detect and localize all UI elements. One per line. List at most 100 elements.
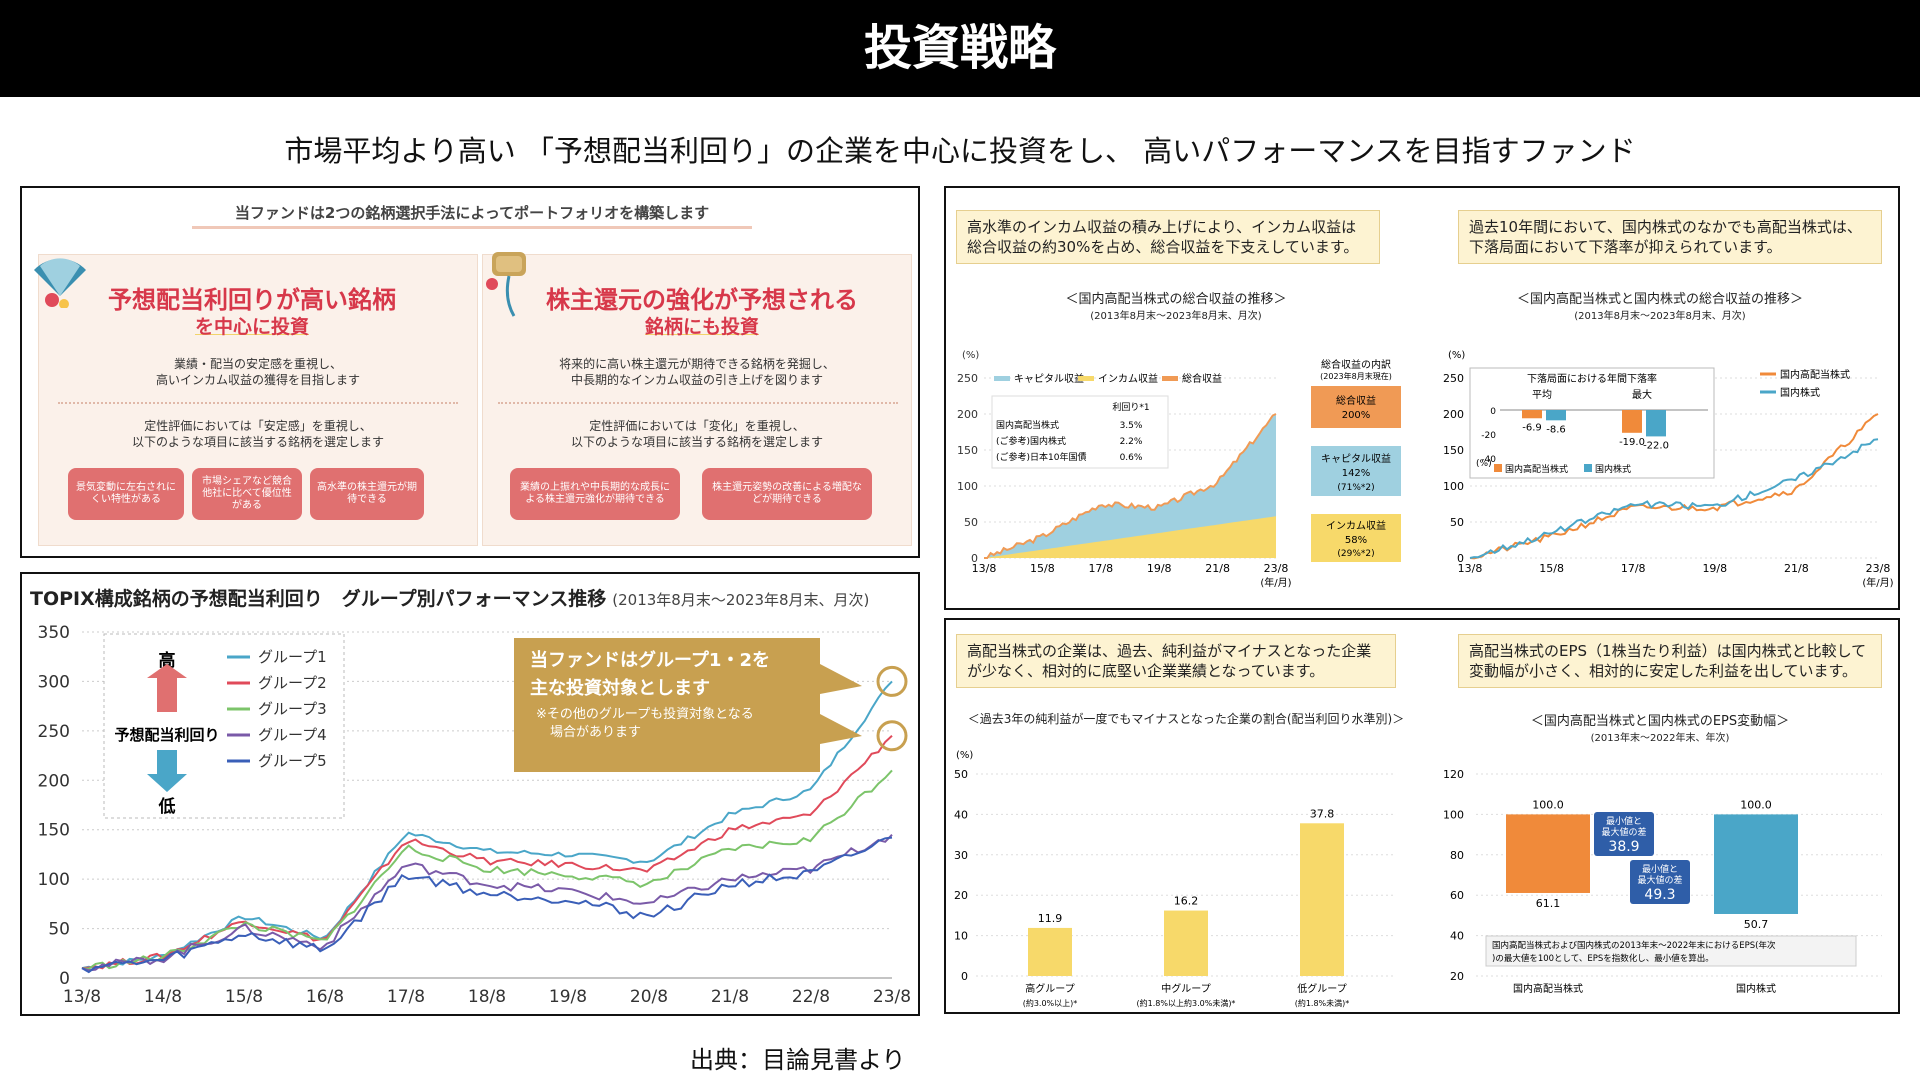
breakdown-total-box — [1311, 386, 1401, 428]
x-tick-label: 22/8 — [792, 987, 830, 1007]
x-tick-label: 16/8 — [306, 987, 344, 1007]
inset-legend-label: 国内高配当株式 — [1505, 463, 1568, 475]
y-tick-label: 100 — [1443, 808, 1464, 821]
x-tick-label: 23/8 — [1866, 562, 1891, 575]
breakdown-total-label: 総合収益 — [1336, 394, 1376, 407]
left-pill-2: 市場シェアなど競合他社に比べて優位性がある — [192, 468, 302, 520]
inset-bar-label: -8.6 — [1546, 424, 1566, 435]
y-tick-label: 40 — [1450, 930, 1464, 943]
inset-bar — [1646, 410, 1666, 437]
y-tick-label: 300 — [38, 672, 70, 692]
y-tick-label: 100 — [38, 870, 70, 890]
topix-chart: 0 50 100 150 200 250 300 350 13/8 14/8 15/8 16/8 17/… — [38, 623, 912, 1007]
legend-high-label: 高 — [159, 650, 176, 671]
caption-net-loss: 高配当株式の企業は、過去、純利益がマイナスとなった企業が少なく、相対的に底堅い企… — [956, 634, 1396, 688]
caption-eps: 高配当株式のEPS（1株当たり利益）は国内株式と比較して変動幅が小さく、相対的に… — [1458, 634, 1882, 688]
y-tick-label: 120 — [1443, 768, 1464, 781]
y-tick-label: 250 — [957, 372, 978, 385]
legend-series-label: グループ5 — [258, 752, 327, 770]
legend-series-label: グループ1 — [258, 648, 327, 666]
breakdown-capital-box — [1311, 446, 1401, 496]
y-tick-label: 50 — [954, 768, 968, 781]
diff-callout-line1: 最小値と — [1606, 815, 1642, 827]
right-pill-2: 株主還元姿勢の改善による増配などが期待できる — [702, 468, 872, 520]
x-unit: (年/月) — [1260, 576, 1291, 589]
page-title: 投資戦略 — [863, 20, 1056, 76]
bar — [1028, 927, 1072, 976]
right-divider — [498, 402, 898, 404]
x-category-sub: (約3.0%以上)* — [1023, 998, 1078, 1008]
y-tick-label: 20 — [1450, 970, 1464, 983]
yield-table-name: (ご参考)日本10年国債 — [996, 451, 1086, 463]
chart-eps-subtitle: (2013年末〜2022年末、年次) — [1590, 733, 1730, 744]
x-tick-label: 23/8 — [873, 987, 911, 1007]
bar-label: 37.8 — [1310, 807, 1335, 820]
x-category-label: 高グループ — [1025, 982, 1074, 995]
inset-bar-label: -22.0 — [1643, 440, 1669, 451]
inset-avg-label: 平均 — [1532, 389, 1552, 401]
x-tick-label: 19/8 — [1147, 562, 1172, 575]
x-tick-label: 13/8 — [972, 562, 997, 575]
breakdown-capital-label: キャピタル収益 — [1321, 452, 1391, 465]
x-tick-label: 17/8 — [1621, 562, 1646, 575]
topix-title-text: TOPIX構成銘柄の予想配当利回り グループ別パフォーマンス推移 — [30, 588, 607, 610]
callout-line-2: 主な投資対象とします — [530, 677, 710, 699]
bar-label: 16.2 — [1174, 895, 1199, 908]
stability-panel: 高配当株式の企業は、過去、純利益がマイナスとなった企業が少なく、相対的に底堅い企… — [944, 618, 1900, 1014]
inset-unit: (%) — [1476, 459, 1492, 469]
income-area — [984, 516, 1276, 558]
legend-low-label: 低 — [158, 796, 176, 817]
breakdown-income-box — [1311, 514, 1401, 562]
diff-callout-value: 38.9 — [1608, 839, 1639, 855]
left-title-2: を中心に投資 — [194, 316, 309, 338]
callout-note-1: ※その他のグループも投資対象となる — [536, 706, 754, 722]
diff-callout-box — [1630, 860, 1690, 904]
topix-subtitle-text: (2013年8月末〜2023年8月末、月次) — [612, 591, 870, 609]
caption-total-return: 高水準のインカム収益の積み上げにより、インカム収益は総合収益の約30%を占め、総… — [956, 210, 1380, 264]
eps-note-line2: )の最大値を100として、EPSを指数化し、最小値を算出。 — [1492, 953, 1714, 964]
mallet-icon — [484, 244, 544, 324]
inset-tick: -40 — [1481, 455, 1496, 465]
x-tick-label: 19/8 — [1702, 562, 1727, 575]
eps-range-bar — [1506, 814, 1590, 893]
y-tick-label: 30 — [954, 849, 968, 862]
bar — [1164, 910, 1208, 976]
yield-table-box — [991, 395, 1169, 469]
y-tick-label: 50 — [1450, 516, 1464, 529]
inset-legend-swatch — [1584, 464, 1592, 472]
legend-series-label: グループ3 — [258, 700, 327, 718]
breakdown-capital-value: 142% — [1342, 468, 1371, 479]
y-tick-label: 10 — [954, 930, 968, 943]
right-eval-1: 定性評価においては「変化」を重視し、 — [589, 419, 805, 433]
left-title-1: 予想配当利回りが高い銘柄 — [108, 286, 396, 314]
x-tick-label: 19/8 — [549, 987, 587, 1007]
chart-eps-title-text: ＜国内高配当株式と国内株式のEPS変動幅＞ — [1530, 714, 1790, 729]
legend-label: 国内株式 — [1780, 386, 1820, 399]
y-tick-label: 50 — [964, 516, 978, 529]
y-tick-label: 60 — [1450, 889, 1464, 902]
y-tick-label: 150 — [38, 821, 70, 841]
returns-panel: 高水準のインカム収益の積み上げにより、インカム収益は総合収益の約30%を占め、総… — [944, 186, 1900, 610]
legend-box — [103, 633, 345, 819]
callout-pointer-2 — [820, 714, 862, 744]
inset-box — [1469, 367, 1715, 479]
inset-bar — [1546, 410, 1566, 421]
capital-area — [984, 414, 1276, 558]
caption-drawdown: 過去10年間において、国内株式のなかでも高配当株式は、下落局面において下落率が抑… — [1458, 210, 1882, 264]
y-tick-label: 0 — [971, 552, 978, 565]
inset-max-label: 最大 — [1632, 388, 1652, 401]
y-unit: (%) — [1448, 350, 1465, 361]
legend-axis-label: 予想配当利回り — [114, 726, 219, 744]
legend-series-label: グループ2 — [258, 674, 327, 692]
x-tick-label: 17/8 — [1088, 562, 1113, 575]
left-divider — [58, 402, 458, 404]
y-tick-label: 100 — [1443, 480, 1464, 493]
down-arrow-icon — [147, 750, 187, 792]
legend-swatch — [994, 376, 1010, 381]
x-category-label: 国内株式 — [1736, 982, 1776, 995]
diff-callout-line2: 最大値の差 — [1637, 874, 1682, 886]
chart-eps-title: ＜国内高配当株式と国内株式のEPS変動幅＞ (2013年末〜2022年末、年次) — [1440, 710, 1880, 744]
inset-tick: -20 — [1481, 431, 1496, 441]
diff-callout-line2: 最大値の差 — [1601, 826, 1646, 838]
highlight-circle-1 — [876, 665, 908, 697]
